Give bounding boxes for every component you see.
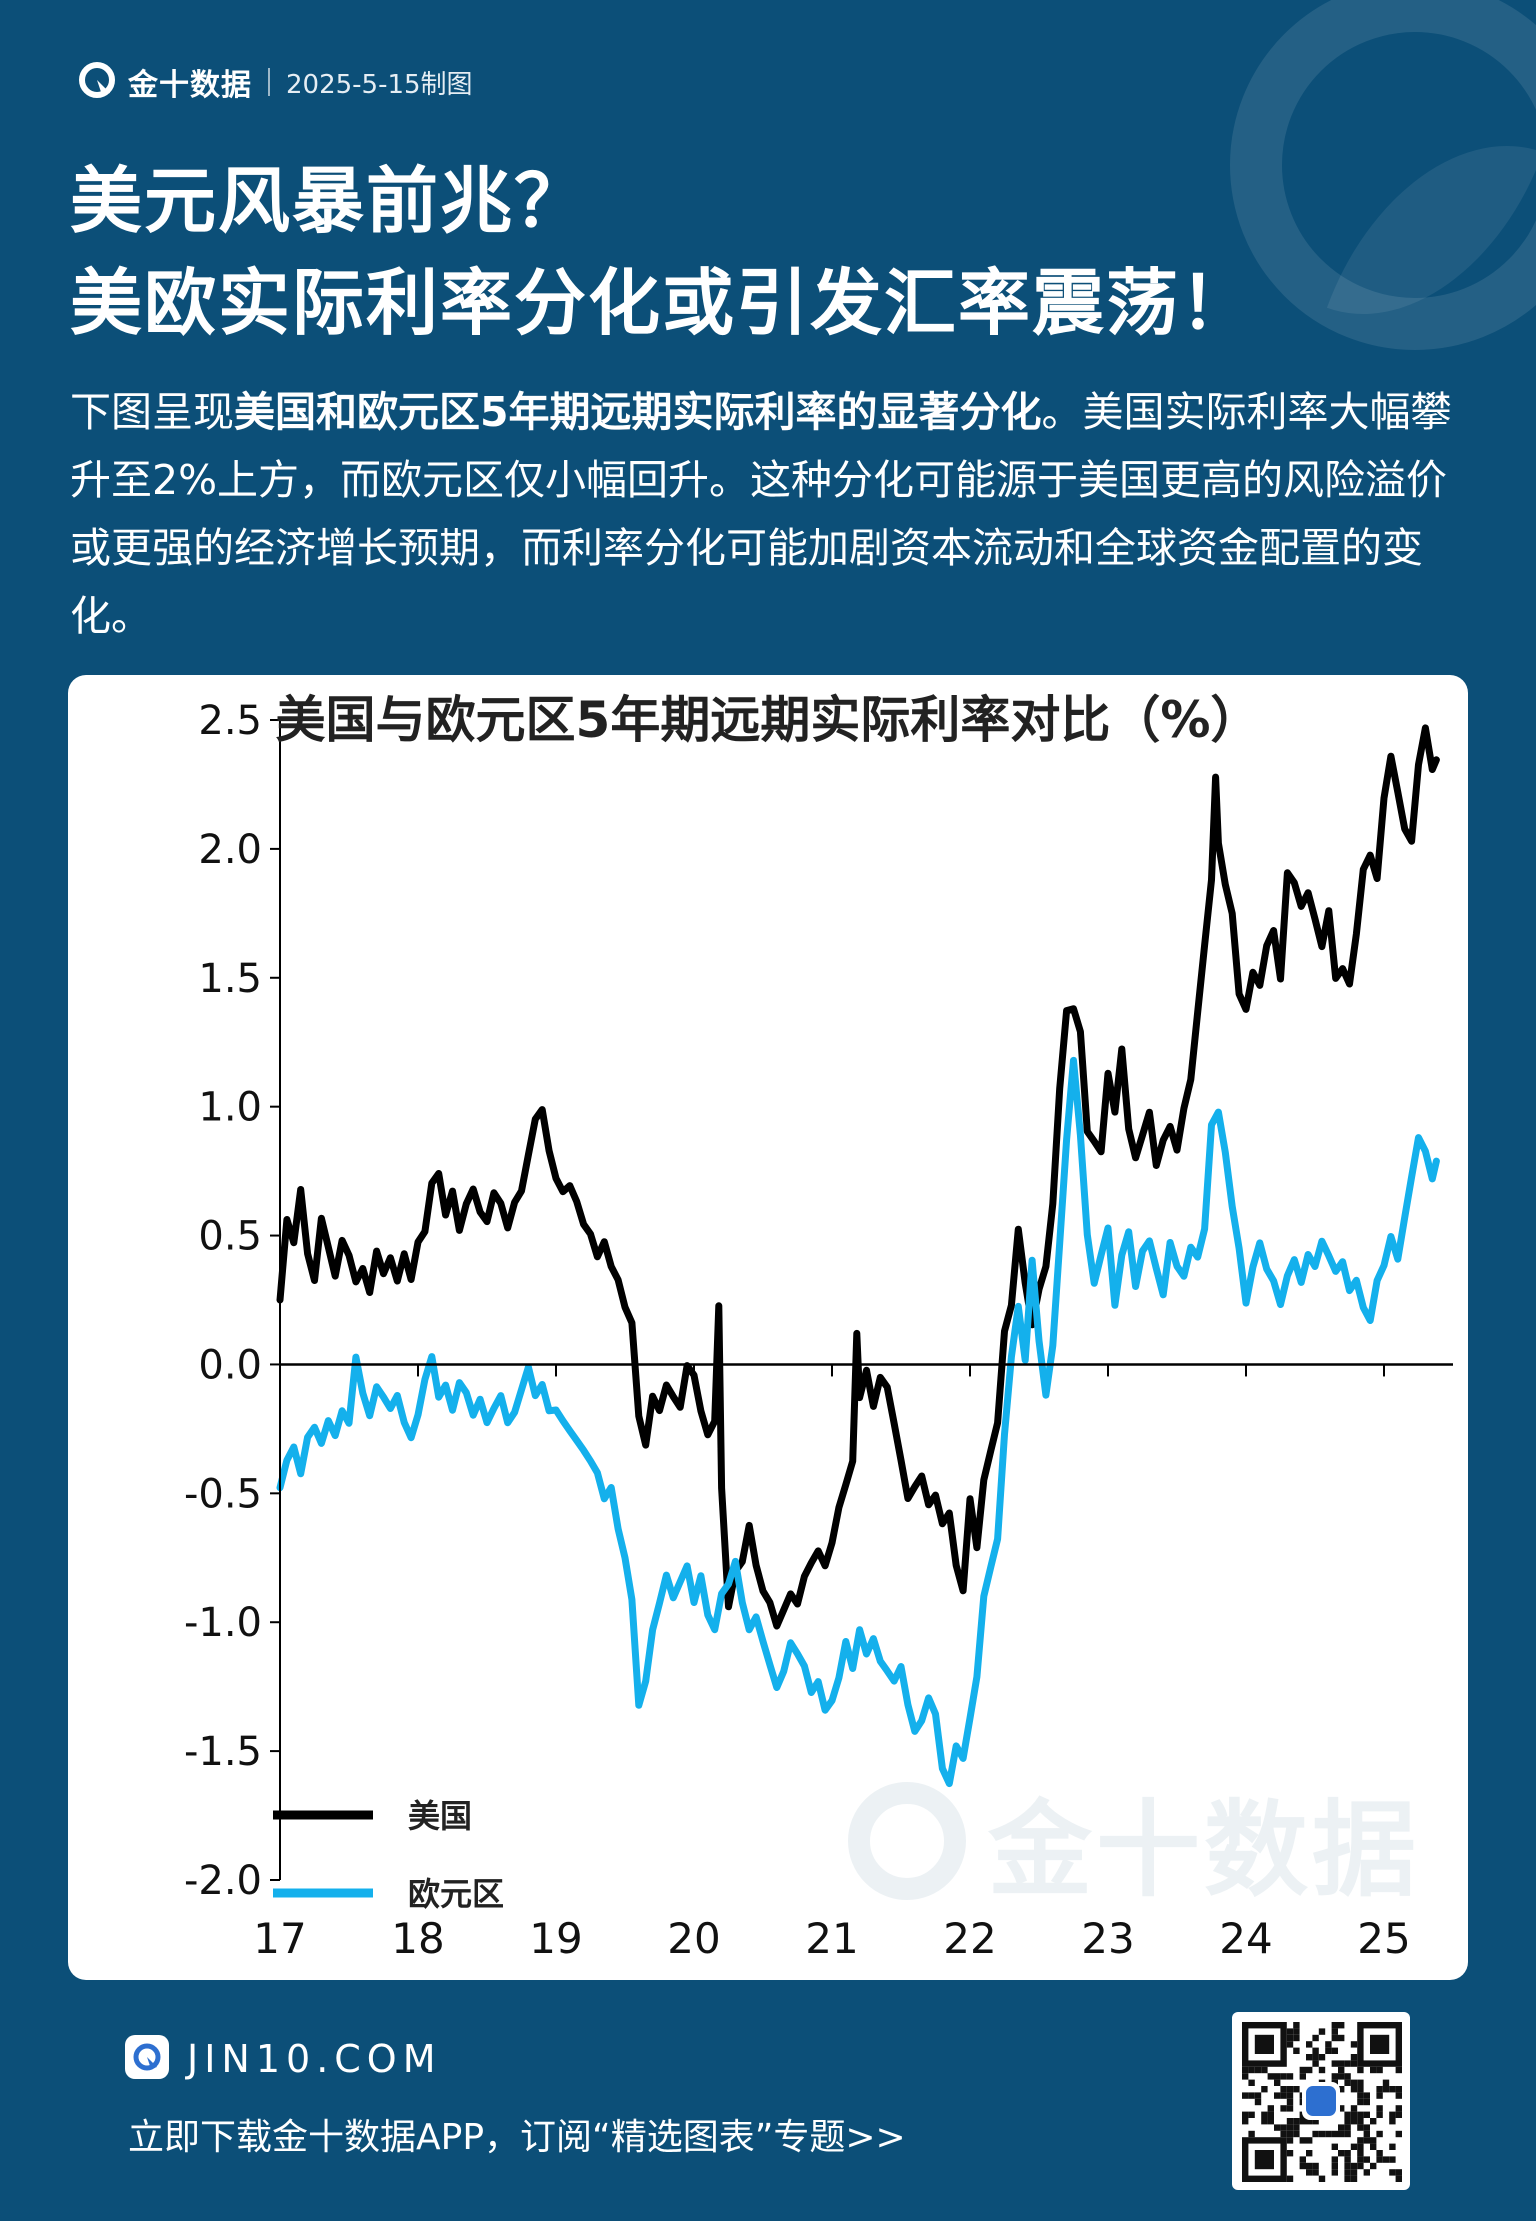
- title-line-2: 美欧实际利率分化或引发汇率震荡！: [70, 261, 1255, 345]
- series-line-eurozone: [276, 1056, 1440, 1788]
- chart-card: 金十数据 2.5 2.0 1.5 1.0 0.5 0.0 -0.5 -1.0 -1.5 -2.0 1…: [68, 675, 1468, 1980]
- y-tick-label: -1.0: [184, 1600, 262, 1646]
- x-tick-label: 20: [667, 1914, 720, 1963]
- x-tick-label: 18: [391, 1914, 444, 1963]
- footer-site: JIN10.COM: [125, 2035, 442, 2083]
- y-tick-label: 0.0: [198, 1342, 262, 1388]
- title-line-1: 美元风暴前兆？: [70, 159, 589, 243]
- qr-code[interactable]: [1232, 2012, 1410, 2190]
- legend-label-0: 美国: [408, 1797, 472, 1835]
- description-part-2: 。美国实际利率大幅攀升至2%上方，而欧元区仅小幅回升。这种分化可能源于美国更高的…: [70, 388, 1452, 640]
- header-bar: 金十数据 2025-5-15制图: [76, 58, 473, 106]
- page-title: 美元风暴前兆？ 美欧实际利率分化或引发汇率震荡！: [70, 150, 1490, 354]
- watermark-text: 金十数据: [988, 1789, 1421, 1911]
- x-tick-label: 19: [529, 1914, 582, 1963]
- y-tick-label: -0.5: [184, 1471, 262, 1517]
- brand-name: 金十数据: [128, 68, 252, 103]
- y-tick-label: 2.0: [198, 827, 262, 873]
- legend-label-1: 欧元区: [408, 1875, 504, 1913]
- line-chart: 2.5 2.0 1.5 1.0 0.5 0.0 -0.5 -1.0 -1.5 -2.0 17 18 19…: [184, 691, 1453, 1963]
- description-part-1: 下图呈现: [70, 388, 234, 436]
- chart-date: 2025-5-15制图: [286, 69, 473, 100]
- watermark: 金十数据: [848, 1765, 1420, 1916]
- y-tick-label: 1.5: [198, 956, 262, 1002]
- download-cta[interactable]: 立即下载金十数据APP，订阅“精选图表”专题>>: [128, 2117, 906, 2158]
- site-url[interactable]: JIN10.COM: [187, 2037, 442, 2081]
- y-tick-label: -1.5: [184, 1729, 262, 1775]
- x-tick-label: 23: [1081, 1914, 1134, 1963]
- x-tick-label: 25: [1357, 1914, 1410, 1963]
- chart-title: 美国与欧元区5年期远期实际利率对比（%）: [276, 691, 1261, 749]
- jin10-app-icon: [125, 2035, 169, 2083]
- y-tick-label: 0.5: [198, 1214, 262, 1260]
- y-tick-label: -2.0: [184, 1858, 262, 1904]
- jin10-logo-icon: [76, 59, 118, 105]
- x-tick-label: 17: [253, 1914, 306, 1963]
- x-tick-label: 21: [805, 1914, 858, 1963]
- x-tick-label: 22: [943, 1914, 996, 1963]
- description: 下图呈现美国和欧元区5年期远期实际利率的显著分化。美国实际利率大幅攀升至2%上方…: [70, 378, 1470, 650]
- series-line-us: [276, 724, 1440, 1630]
- y-tick-label: 1.0: [198, 1085, 262, 1131]
- header-divider: [268, 68, 270, 96]
- y-tick-label: 2.5: [198, 698, 262, 744]
- x-tick-label: 24: [1219, 1914, 1272, 1963]
- description-highlight: 美国和欧元区5年期远期实际利率的显著分化: [234, 388, 1042, 436]
